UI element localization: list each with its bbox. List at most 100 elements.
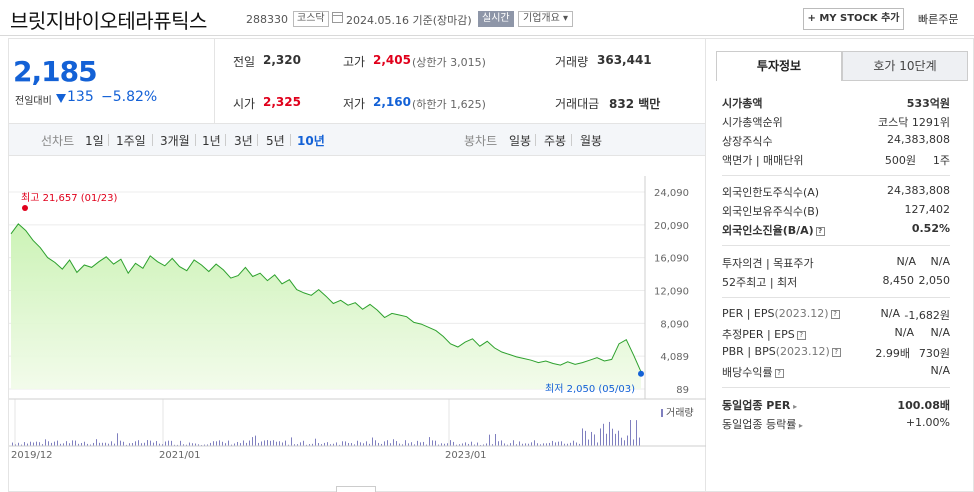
stock-code: 288330	[246, 13, 288, 26]
stock-name: 브릿지바이오테라퓨틱스	[10, 9, 207, 33]
help-icon[interactable]: ?	[815, 227, 825, 236]
volume-bar	[147, 440, 148, 446]
period-1d[interactable]: 1일	[85, 134, 104, 148]
volume-bar	[495, 434, 496, 446]
volume-bar	[600, 428, 601, 446]
volume-bar	[447, 443, 448, 446]
price-chart[interactable]: 24,090 20,090 16,090 12,090 8,090 4,089 89 201…	[9, 156, 707, 492]
volume-bar	[486, 443, 487, 446]
y-tick-label: 24,090	[654, 188, 689, 199]
volume-bar	[117, 433, 118, 446]
industry-rate-label[interactable]: 동일업종 등락률	[722, 418, 797, 431]
current-price: 2,185	[13, 55, 98, 88]
industry-per-label[interactable]: 동일업종 PER	[722, 399, 791, 412]
high-value: 2,405	[373, 53, 411, 67]
chart-expand-tab[interactable]	[336, 486, 376, 492]
low-label: 저가	[343, 97, 366, 111]
volume-bar	[393, 439, 394, 446]
tab-invest-info[interactable]: 투자정보	[716, 51, 842, 81]
volume-bar	[255, 435, 256, 446]
volume-bar	[66, 441, 67, 446]
candle-monthly[interactable]: 월봉	[580, 134, 603, 148]
volume-bar	[261, 441, 262, 446]
volume-bar	[357, 440, 358, 446]
volume-bar	[612, 428, 613, 446]
quick-order-link[interactable]: 빠른주문	[918, 13, 959, 26]
foreign-hold-label: 외국인보유주식수(B)	[722, 205, 820, 218]
foreign-limit-value: 24,383,808	[887, 184, 950, 197]
volume-bar	[102, 442, 103, 446]
volume-bar	[516, 444, 517, 446]
volume-bar	[72, 440, 73, 446]
volume-bar	[540, 444, 541, 446]
volume-bar	[498, 441, 499, 446]
volume-bar	[276, 441, 277, 446]
volume-bar	[588, 439, 589, 446]
period-5y[interactable]: 5년	[266, 134, 285, 148]
invest-info-panel: 투자정보 호가 10단계 시가총액 533억원 시가총액순위 코스닥 1291위 상…	[706, 38, 974, 492]
y-tick-label: 16,090	[654, 254, 689, 265]
x-tick-label: 2019/12	[11, 450, 53, 461]
prev-close-value: 2,320	[263, 53, 301, 67]
min-point-marker	[638, 370, 644, 377]
volume-bar	[411, 442, 412, 446]
volume-bar	[504, 443, 505, 446]
max-label: 최고 21,657 (01/23)	[21, 192, 117, 204]
low-value: 2,160	[373, 95, 411, 109]
realtime-button[interactable]: 실시간	[478, 11, 514, 27]
volume-bar	[105, 442, 106, 446]
volume-bar	[534, 440, 535, 446]
y-tick-label: 12,090	[654, 287, 689, 298]
help-icon[interactable]: ?	[831, 348, 841, 357]
volume-bar	[627, 435, 628, 446]
volume-bar	[543, 443, 544, 446]
volume-bar	[135, 441, 136, 446]
volume-bar	[396, 441, 397, 446]
volume-bar	[456, 444, 457, 446]
shares-label: 상장주식수	[722, 135, 773, 148]
volume-bar	[336, 442, 337, 446]
volume-bar	[489, 434, 490, 446]
period-1w[interactable]: 1주일	[116, 134, 146, 148]
volume-bar	[390, 443, 391, 446]
period-10y[interactable]: 10년	[297, 134, 325, 148]
volume-bar	[174, 444, 175, 446]
volume-bar	[114, 443, 115, 446]
y-tick-label: 20,090	[654, 221, 689, 232]
lower-limit: (하한가 1,625)	[412, 98, 486, 111]
volume-bar	[78, 443, 79, 446]
period-3y[interactable]: 3년	[234, 134, 253, 148]
period-3m[interactable]: 3개월	[160, 134, 190, 148]
volume-bar	[483, 444, 484, 446]
period-1y[interactable]: 1년	[202, 134, 221, 148]
volume-bar	[402, 444, 403, 446]
volume-bar	[597, 442, 598, 446]
volume-bar	[18, 442, 19, 446]
add-mystock-button[interactable]: + MY STOCK 추가	[803, 8, 904, 30]
volume-bar	[87, 443, 88, 446]
tab-quote-10[interactable]: 호가 10단계	[842, 51, 968, 81]
volume-bar	[309, 444, 310, 446]
help-icon[interactable]: ?	[774, 369, 784, 378]
upper-limit: (상한가 3,015)	[412, 56, 486, 69]
volume-bar	[231, 444, 232, 446]
volume-bar	[315, 438, 316, 446]
volume-bar	[471, 441, 472, 446]
volume-bar	[435, 440, 436, 446]
help-icon[interactable]: ?	[796, 331, 806, 340]
volume-bar	[474, 444, 475, 446]
volume-bar	[249, 440, 250, 446]
company-info-dropdown[interactable]: 기업개요 ▾	[518, 11, 574, 27]
volume-bar	[144, 442, 145, 446]
help-icon[interactable]: ?	[830, 310, 840, 319]
volume-bar	[24, 442, 25, 446]
volume-bar	[345, 441, 346, 446]
volume-bar	[576, 442, 577, 446]
volume-bar	[39, 442, 40, 446]
volume-bar	[183, 444, 184, 446]
down-triangle-icon	[56, 94, 66, 103]
candle-daily[interactable]: 일봉	[509, 134, 532, 148]
candle-weekly[interactable]: 주봉	[544, 134, 567, 148]
volume-bar	[618, 430, 619, 446]
volume-bar	[294, 444, 295, 446]
